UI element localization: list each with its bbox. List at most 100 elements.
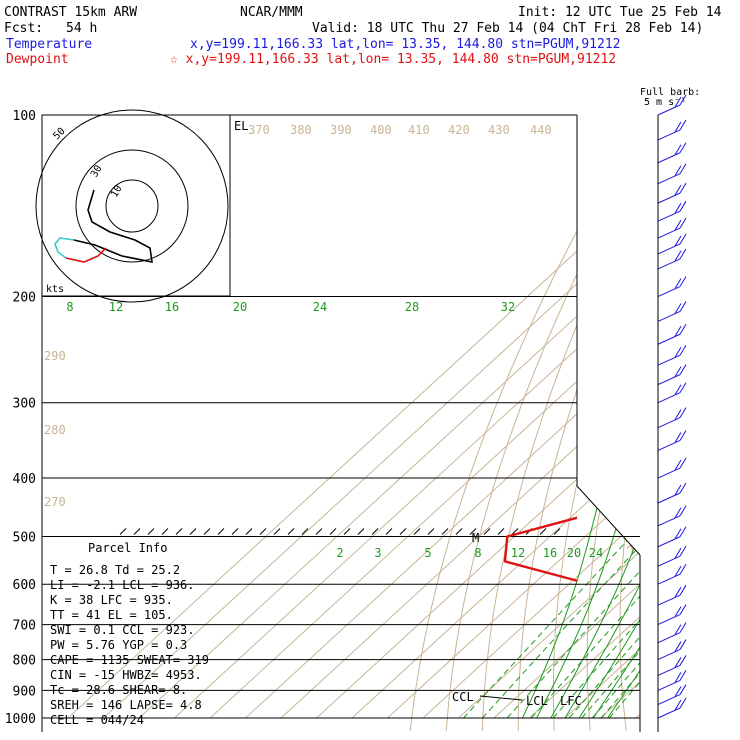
wind-barb-flag xyxy=(674,641,682,652)
hatch-mark xyxy=(301,528,309,535)
wind-barb-flag xyxy=(674,184,682,196)
hatch-mark xyxy=(455,528,463,535)
mixing-ratio-label: 8 xyxy=(474,546,481,560)
fcst-value: 54 h xyxy=(66,21,97,36)
pressure-tick-label: 600 xyxy=(13,578,36,593)
wind-barb-flag xyxy=(674,346,682,358)
isotherm-line xyxy=(351,115,640,719)
wind-barb-flag xyxy=(679,457,687,469)
wind-barb-flag xyxy=(674,484,682,496)
wind-barb-staff xyxy=(657,632,681,644)
dry-adiabat-line xyxy=(409,115,640,731)
hatch-mark xyxy=(413,528,421,535)
isotherm-line xyxy=(529,115,640,719)
hatch-mark xyxy=(497,528,505,535)
mixing-ratio-line xyxy=(581,296,640,719)
mixing-ratio-label: 2 xyxy=(336,546,343,560)
isotherm-label: -70 xyxy=(347,75,372,100)
wind-barb-flag xyxy=(679,182,687,194)
wind-barb-staff xyxy=(657,536,681,548)
wind-barb-flag xyxy=(679,163,687,174)
dry-adiabat-line xyxy=(619,115,640,731)
ring-label-10: 10 xyxy=(109,184,125,200)
model-title: CONTRAST 15km ARW xyxy=(4,5,137,20)
ccl-label: CCL xyxy=(452,690,474,704)
wind-barb-flag xyxy=(679,545,687,557)
wind-barb-staff xyxy=(657,679,681,691)
hatch-mark xyxy=(385,528,393,535)
parcel-row: T = 26.8 Td = 25.2 xyxy=(50,563,180,577)
hatch-mark xyxy=(231,528,239,535)
moist-adiabat-line xyxy=(592,296,640,719)
wind-barb-flag xyxy=(674,235,682,247)
hatch-mark xyxy=(133,528,141,535)
wind-barb-staff xyxy=(657,192,681,204)
wind-barb-staff xyxy=(657,286,681,297)
pressure-tick-label: 400 xyxy=(13,472,36,487)
hatch-mark xyxy=(329,528,337,535)
isotherm-label: 10 xyxy=(596,460,616,480)
moist-adiabat-line xyxy=(564,296,640,719)
parcel-row: CAPE = 1135 SWEAT= 319 xyxy=(50,653,209,667)
isotherm-label: 0 xyxy=(584,399,599,414)
wind-barb-staff xyxy=(657,243,681,255)
mixing-ratio-label: 12 xyxy=(109,300,123,314)
wind-barb-staff xyxy=(657,104,681,116)
wind-barb-flag xyxy=(674,96,682,108)
right-frame-diagonal xyxy=(576,485,641,556)
wind-barb-flag xyxy=(679,482,687,494)
wind-barb-staff xyxy=(657,374,681,386)
isotherm-label: -40 xyxy=(577,75,602,100)
theta-label: 280 xyxy=(44,423,66,437)
isotherm-line xyxy=(387,115,640,719)
dry-adiabat-line xyxy=(712,115,740,731)
dry-adiabat-line xyxy=(652,115,740,731)
wind-barb-flag xyxy=(674,528,682,540)
parcel-row: K = 38 LFC = 935. xyxy=(50,593,173,607)
wind-barb-flag xyxy=(674,384,682,395)
isotherm-line xyxy=(564,115,640,719)
sounding-traces xyxy=(479,115,740,718)
wind-barb-flag xyxy=(679,697,687,709)
hatch-mark xyxy=(553,528,561,535)
wind-barb-flag xyxy=(679,670,687,681)
wind-barb-flag xyxy=(674,409,682,420)
parcel-row: SWI = 0.1 CCL = 923. xyxy=(50,623,195,637)
moist-adiabat-line xyxy=(607,296,640,719)
wind-barb-flag xyxy=(674,586,682,598)
wind-barb-flag xyxy=(674,565,682,577)
wind-barb-flag xyxy=(674,144,682,156)
isotherm-label: -30 xyxy=(577,145,602,170)
hatch-mark xyxy=(147,528,155,535)
wind-barb-staff xyxy=(657,555,681,567)
dewpoint-legend: Dewpoint xyxy=(6,52,69,67)
level-labels: EL M CCL LCL LFC xyxy=(234,119,582,708)
parcel-row: SREH = 146 LAPSE= 4.8 xyxy=(50,698,202,712)
wind-barb-staff xyxy=(657,354,681,366)
temperature-location: x,y=199.11,166.33 lat,lon= 13.35, 144.80… xyxy=(190,37,620,52)
hatch-mark xyxy=(245,528,253,535)
valid-time: Valid: 18 UTC Thu 27 Feb 14 (04 ChT Fri … xyxy=(312,21,703,36)
wind-barb-flag xyxy=(679,119,687,131)
theta-label: 440 xyxy=(530,123,552,137)
mixing-ratio-label: 24 xyxy=(589,546,603,560)
mixing-ratio-label: 16 xyxy=(543,546,557,560)
wind-barb-flag xyxy=(674,699,682,711)
wind-barb-flag xyxy=(679,364,687,375)
wind-barb-staff xyxy=(657,664,681,676)
hodograph-trace-surface xyxy=(65,247,107,263)
fcst-label: Fcst: xyxy=(4,21,43,36)
mixing-ratio-line xyxy=(530,296,640,719)
pressure-tick-label: 900 xyxy=(13,684,36,699)
temperature-trace xyxy=(588,115,740,718)
barb-note-line2: 5 m s⁻¹ xyxy=(644,97,686,108)
wind-barb-flag xyxy=(679,639,687,650)
wind-barb-flag xyxy=(674,547,682,559)
isotherm-label: -60 xyxy=(427,75,452,100)
wind-barb-flag xyxy=(679,604,687,615)
theta-label: 290 xyxy=(44,349,66,363)
wind-barb-flag xyxy=(674,250,682,262)
wind-barb-flag xyxy=(679,324,687,335)
pressure-tick-label: 300 xyxy=(13,397,36,412)
